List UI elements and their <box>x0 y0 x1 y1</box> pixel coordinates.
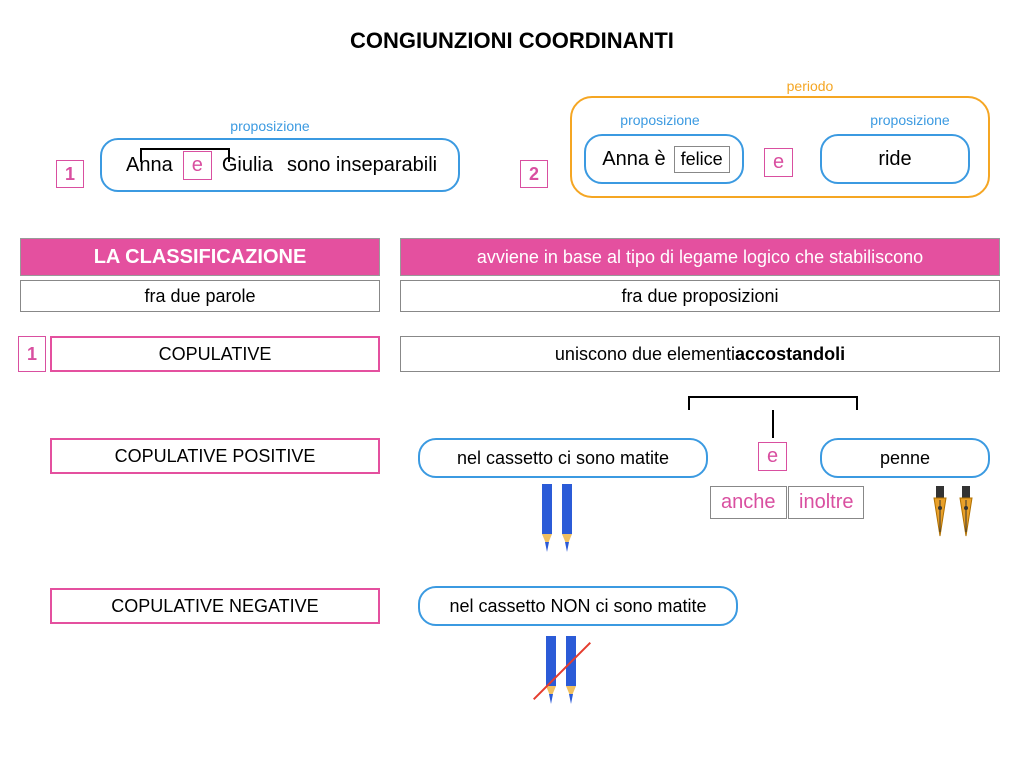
pencil-icon <box>544 636 558 706</box>
row1-num: 1 <box>18 336 46 372</box>
row2-bracket-stem <box>772 410 774 438</box>
ex1-bracket <box>140 148 230 162</box>
row1-desc: uniscono due elementi accostandoli <box>400 336 1000 372</box>
classif-header-right: avviene in base al tipo di legame logico… <box>400 238 1000 276</box>
example1-label: proposizione <box>200 118 340 134</box>
fountain-pen-icon <box>956 486 976 544</box>
example2-prop1-label: proposizione <box>600 112 720 128</box>
ex1-rest: sono inseparabili <box>283 154 441 177</box>
row3-phrase: nel cassetto NON ci sono matite <box>418 586 738 626</box>
row2-phrase2: penne <box>820 438 990 478</box>
ex2-p2-box: ride <box>820 134 970 184</box>
row2-label: COPULATIVE POSITIVE <box>50 438 380 474</box>
example2-num: 2 <box>520 160 548 188</box>
example1-box: Anna e Giulia sono inseparabili <box>100 138 460 192</box>
pens-positive <box>930 486 976 544</box>
pencil-icon <box>540 484 554 554</box>
classif-header-left: LA CLASSIFICAZIONE <box>20 238 380 276</box>
row2-alt2: inoltre <box>788 486 864 519</box>
example1-num: 1 <box>56 160 84 188</box>
ex2-p1a: Anna è <box>598 148 669 171</box>
example2-prop2-label: proposizione <box>850 112 970 128</box>
ex2-p1-box: Anna è felice <box>584 134 744 184</box>
pencils-positive <box>540 484 574 554</box>
fountain-pen-icon <box>930 486 950 544</box>
classif-sub-right: fra due proposizioni <box>400 280 1000 312</box>
row2-bracket <box>688 396 858 410</box>
row2-conj: e <box>758 442 787 471</box>
page-title: CONGIUNZIONI COORDINANTI <box>0 28 1024 54</box>
row2-phrase1: nel cassetto ci sono matite <box>418 438 708 478</box>
pencil-icon <box>560 484 574 554</box>
pencil-icon <box>564 636 578 706</box>
ex2-p2: ride <box>874 148 915 171</box>
example2-periodo-label: periodo <box>770 78 850 94</box>
row3-label: COPULATIVE NEGATIVE <box>50 588 380 624</box>
ex2-p1b: felice <box>674 146 730 173</box>
classif-sub-left: fra due parole <box>20 280 380 312</box>
row1-label: COPULATIVE <box>50 336 380 372</box>
row2-alt1: anche <box>710 486 787 519</box>
ex2-conj: e <box>764 148 793 177</box>
